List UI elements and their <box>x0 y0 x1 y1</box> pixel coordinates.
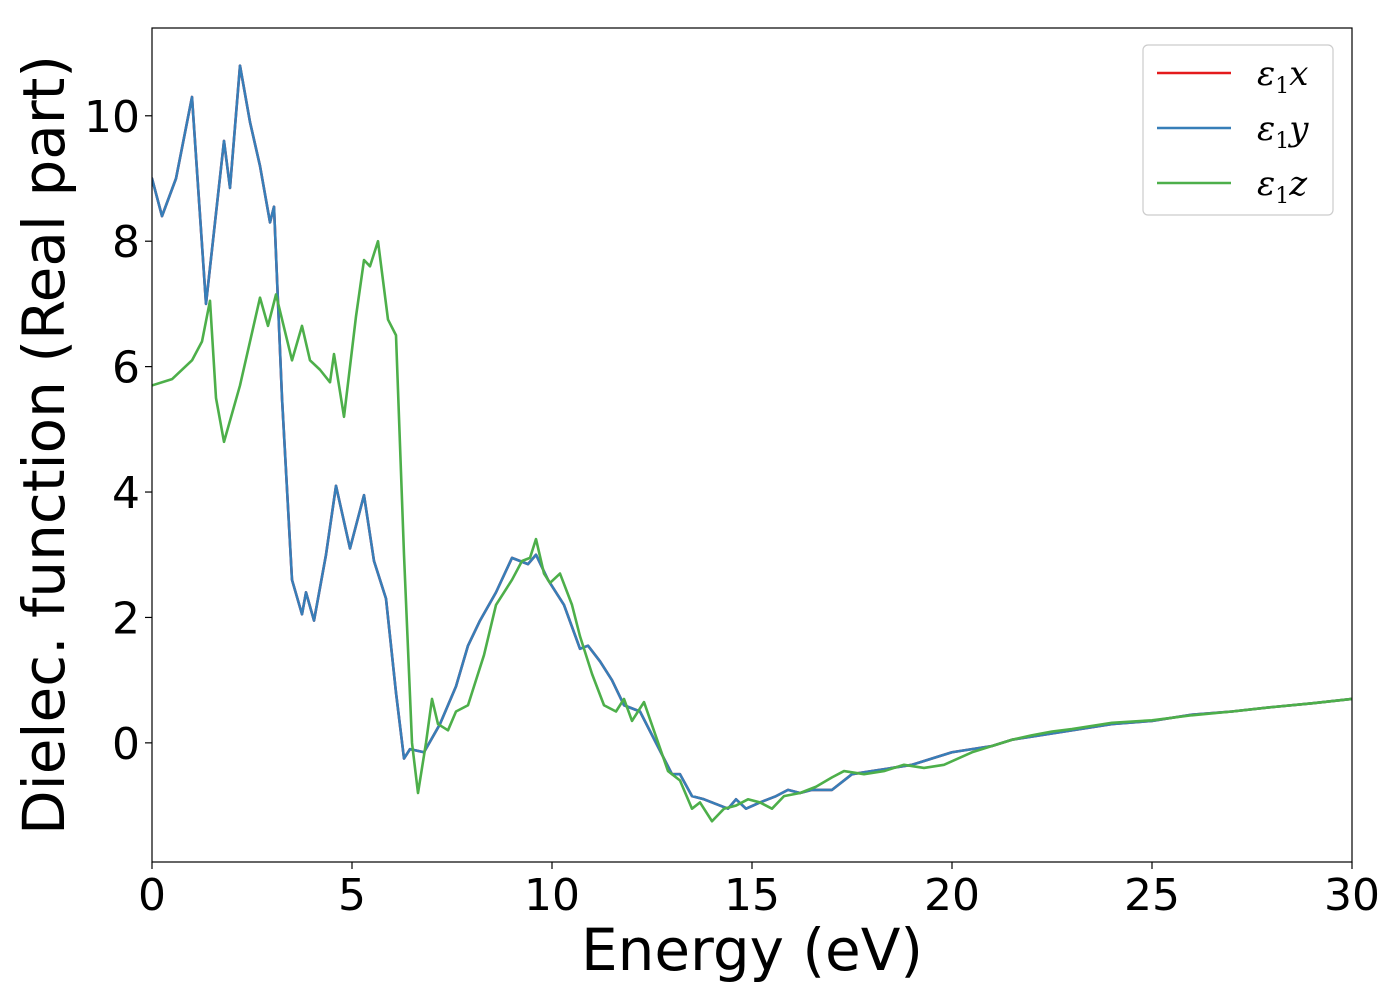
legend-label: ε1y <box>1257 109 1309 154</box>
legend-label: ε1x <box>1257 54 1308 99</box>
legend: ε1x ε1y ε1z <box>1142 44 1334 216</box>
x-axis-label: Energy (eV) <box>581 916 923 984</box>
series-layer <box>152 64 1352 823</box>
series-line-2 <box>152 64 1352 810</box>
x-tick-label: 10 <box>524 870 580 921</box>
series-line-3 <box>152 239 1352 823</box>
legend-box <box>1142 44 1334 216</box>
y-axis-label: Dielec. function (Real part) <box>10 55 78 835</box>
y-tick-label: 0 <box>112 719 140 770</box>
y-tick-label: 4 <box>112 468 140 519</box>
x-tick-label: 25 <box>1124 870 1180 921</box>
x-tick-label: 15 <box>724 870 780 921</box>
x-tick-label: 0 <box>138 870 166 921</box>
y-tick-label: 10 <box>84 92 140 143</box>
y-tick-label: 8 <box>112 217 140 268</box>
x-tick-label: 5 <box>338 870 366 921</box>
legend-label: ε1z <box>1257 164 1308 209</box>
x-tick-label: 30 <box>1324 870 1380 921</box>
y-tick-label: 2 <box>112 593 140 644</box>
x-tick-label: 20 <box>924 870 980 921</box>
y-axis-ticks: 0 2 4 6 8 10 <box>84 92 152 770</box>
x-axis-ticks: 0 5 10 15 20 25 30 <box>138 862 1380 921</box>
y-tick-label: 6 <box>112 343 140 394</box>
